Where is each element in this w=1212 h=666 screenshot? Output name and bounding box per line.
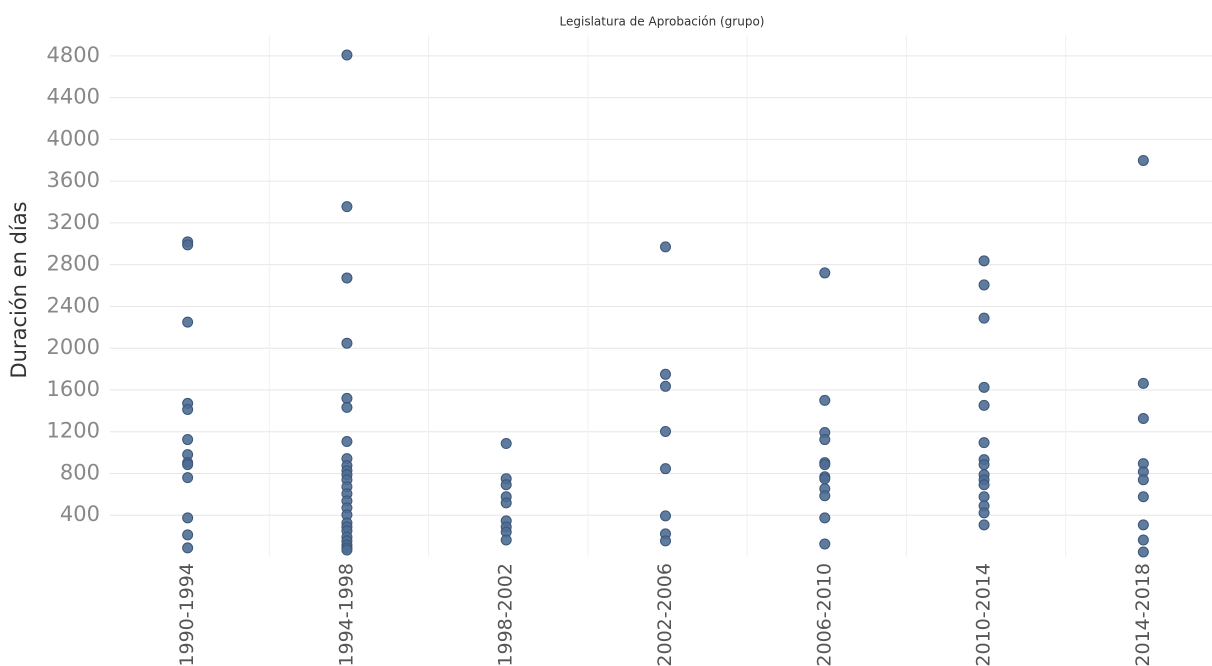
point [341,201,353,213]
y-axis-label: Duración en días [7,201,31,378]
point [978,437,990,449]
point [500,497,512,509]
point [819,394,831,406]
point [819,267,831,279]
point [1137,519,1149,531]
point [341,401,353,413]
point [1137,546,1149,558]
y-tick-label: 3200 [47,210,100,234]
x-tick-label: 2014-2018 [1132,563,1154,666]
y-tick-label: 2000 [47,335,100,359]
point [1137,412,1149,424]
point [341,436,353,448]
point [978,399,990,411]
point [978,381,990,393]
point [978,279,990,291]
point [182,239,194,251]
point [182,316,194,328]
point [819,459,831,471]
point [819,473,831,485]
point [1137,491,1149,503]
point [819,538,831,550]
point [341,544,353,556]
point [182,472,194,484]
point [660,463,671,475]
point [182,529,194,541]
y-tick-label: 2800 [47,252,100,276]
point [1137,154,1149,166]
point [1137,377,1149,389]
x-tick-label: 1990-1994 [176,563,198,666]
x-tick-label: 2002-2006 [654,563,676,666]
point [819,490,831,502]
y-tick-label: 2400 [47,293,100,317]
point [978,312,990,324]
y-tick-label: 1600 [47,377,100,401]
point [500,534,512,546]
y-tick-label: 4800 [47,43,100,67]
point [182,542,194,554]
point [341,272,353,284]
point [182,512,194,524]
x-tick-label: 1994-1998 [335,563,357,666]
point [660,241,671,253]
x-tick-label: 2010-2014 [973,563,995,666]
point [182,403,194,415]
point [660,380,671,392]
point [978,507,990,519]
point [1137,474,1149,486]
y-tick-label: 400 [60,502,100,526]
point [978,491,990,503]
y-tick-label: 4400 [47,85,100,109]
point [660,368,671,380]
point [500,479,512,491]
point [819,434,831,446]
point [978,255,990,267]
y-tick-label: 3600 [47,168,100,192]
y-tick-label: 1200 [47,419,100,443]
point [341,49,353,61]
x-tick-label: 2006-2010 [813,563,835,666]
y-tick-label: 4000 [47,126,100,150]
point [819,512,831,524]
point [978,479,990,491]
chart-title: Legislatura de Aprobación (grupo) [560,15,765,29]
point [1137,534,1149,546]
point [978,459,990,471]
point [341,337,353,349]
point [182,434,194,446]
point [500,438,512,450]
y-tick-label: 800 [60,460,100,484]
x-tick-label: 1998-2002 [495,563,517,666]
point [182,459,194,471]
point [660,426,671,438]
point [660,510,671,522]
point [660,535,671,547]
point [978,519,990,531]
